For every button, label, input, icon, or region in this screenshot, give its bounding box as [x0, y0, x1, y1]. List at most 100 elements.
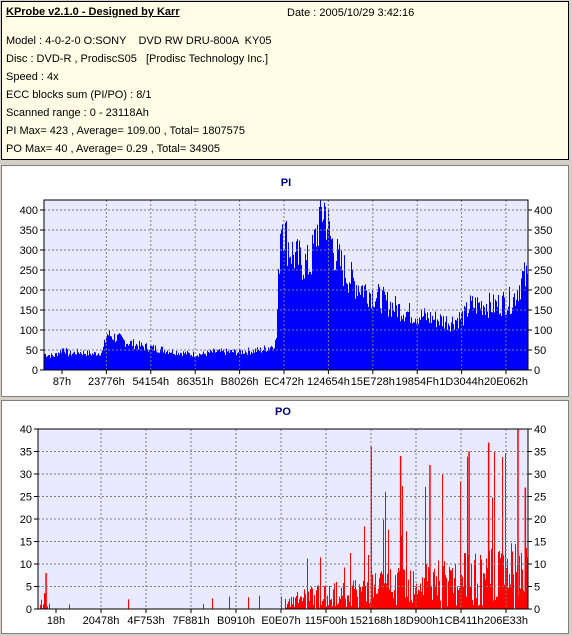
data-bar — [436, 327, 437, 370]
data-bar — [259, 595, 260, 609]
data-bar — [431, 586, 432, 609]
y-tick-label: 0 — [26, 604, 32, 616]
x-tick-label: 18h — [47, 615, 65, 627]
data-bar — [62, 348, 63, 370]
data-bar — [345, 598, 346, 609]
data-bar — [312, 588, 313, 609]
data-bar — [128, 599, 129, 609]
data-bar — [398, 567, 399, 609]
data-bar — [56, 353, 57, 370]
x-tick-label: 1D3044h — [439, 376, 484, 388]
data-bar — [418, 324, 419, 370]
data-bar — [285, 222, 286, 370]
data-bar — [255, 348, 256, 370]
x-tick-label: 86351h — [177, 376, 214, 388]
scan-date: Date : 2005/10/29 3:42:16 — [287, 7, 415, 19]
data-bar — [450, 570, 451, 609]
data-bar — [478, 605, 479, 609]
data-bar — [470, 586, 471, 609]
y-tick-label: 200 — [20, 285, 38, 297]
data-bar — [291, 596, 292, 609]
data-bar — [456, 320, 457, 370]
y-tick-label-right: 100 — [534, 325, 552, 337]
data-bar — [375, 301, 376, 370]
data-bar — [154, 350, 155, 370]
data-bar — [467, 316, 468, 370]
data-bar — [366, 290, 367, 370]
y-tick-label: 100 — [20, 325, 38, 337]
data-bar — [211, 351, 212, 370]
data-bar — [45, 353, 46, 370]
x-tick-label: 87h — [53, 376, 71, 388]
data-bar — [515, 544, 516, 609]
data-bar — [304, 278, 305, 370]
data-bar — [363, 580, 364, 609]
data-bar — [253, 349, 254, 370]
data-bar — [186, 354, 187, 370]
data-bar — [381, 571, 382, 609]
data-bar — [356, 589, 357, 609]
data-bar — [92, 353, 93, 370]
data-bar — [428, 318, 429, 370]
data-bar — [490, 302, 491, 370]
data-bar — [506, 314, 507, 370]
data-bar — [396, 604, 397, 609]
data-bar — [510, 314, 511, 370]
data-bar — [146, 343, 147, 370]
data-bar — [133, 339, 134, 370]
data-bar — [51, 353, 52, 370]
data-bar — [471, 300, 472, 370]
data-bar — [297, 591, 298, 609]
data-bar — [452, 316, 453, 370]
data-bar — [273, 349, 274, 370]
data-bar — [400, 321, 401, 370]
data-bar — [411, 600, 412, 609]
data-bar — [466, 302, 467, 370]
data-bar — [464, 306, 465, 370]
data-bar — [236, 355, 237, 370]
data-bar — [375, 573, 376, 609]
data-bar — [415, 318, 416, 370]
data-bar — [139, 340, 140, 370]
data-bar — [128, 345, 129, 370]
data-bar — [175, 355, 176, 370]
data-bar — [516, 299, 517, 370]
data-bar — [409, 303, 410, 370]
data-bar — [497, 307, 498, 370]
y-tick-label: 0 — [32, 365, 38, 377]
data-bar — [190, 355, 191, 370]
data-bar — [86, 355, 87, 370]
data-bar — [83, 350, 84, 370]
data-bar — [122, 337, 123, 370]
data-bar — [499, 550, 500, 609]
disc-line: Disc : DVD-R , ProdiscS05 [Prodisc Techn… — [6, 53, 269, 65]
data-bar — [47, 356, 48, 370]
data-bar — [508, 587, 509, 609]
data-bar — [358, 285, 359, 370]
data-bar — [274, 348, 275, 370]
data-bar — [52, 355, 53, 370]
data-bar — [209, 352, 210, 370]
data-bar — [243, 353, 244, 370]
data-bar — [439, 325, 440, 370]
y-tick-label-right: 10 — [534, 559, 546, 571]
data-bar — [272, 346, 273, 370]
data-bar — [330, 235, 331, 370]
data-bar — [468, 313, 469, 370]
data-bar — [335, 606, 336, 609]
data-bar — [498, 551, 499, 609]
data-bar — [483, 305, 484, 370]
data-bar — [481, 559, 482, 609]
data-bar — [480, 554, 481, 609]
data-bar — [382, 574, 383, 609]
data-bar — [377, 593, 378, 609]
data-bar — [308, 274, 309, 370]
data-bar — [235, 350, 236, 370]
data-bar — [64, 351, 65, 370]
y-tick-label-right: 300 — [534, 245, 552, 257]
data-bar — [390, 301, 391, 370]
data-bar — [104, 339, 105, 370]
data-bar — [322, 600, 323, 609]
data-bar — [299, 240, 300, 370]
data-bar — [111, 336, 112, 370]
